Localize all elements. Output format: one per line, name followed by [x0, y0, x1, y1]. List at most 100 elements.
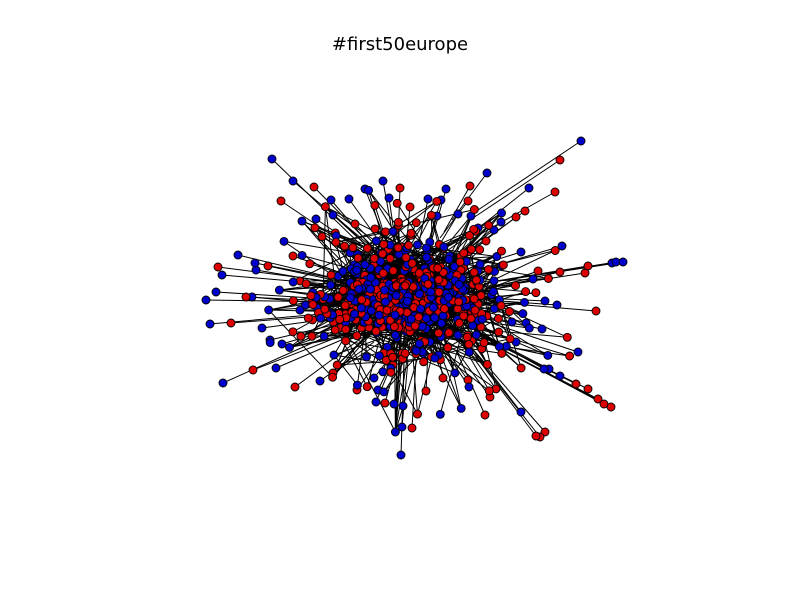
graph-edge	[335, 209, 475, 243]
graph-node-blue	[438, 311, 448, 321]
graph-node-blue	[371, 236, 381, 246]
graph-node-red	[550, 187, 560, 197]
graph-node-red	[444, 328, 454, 338]
graph-edge	[340, 327, 396, 433]
graph-node-blue	[311, 214, 321, 224]
graph-node-blue	[537, 324, 547, 334]
graph-node-red	[340, 301, 350, 310]
graph-node-red	[310, 223, 320, 233]
graph-node-red	[407, 258, 417, 268]
graph-node-red	[393, 243, 403, 253]
graph-node-red	[414, 268, 424, 278]
graph-node-blue	[379, 387, 389, 397]
graph-node-red	[443, 343, 453, 353]
graph-node-blue	[543, 350, 553, 360]
graph-edge	[217, 266, 351, 285]
graph-node-blue	[329, 350, 339, 360]
graph-node-red	[370, 224, 380, 234]
graph-node-blue	[285, 342, 294, 352]
graph-node-red	[434, 328, 443, 338]
graph-node-red	[381, 227, 391, 237]
graph-node-blue	[444, 254, 454, 264]
graph-node-red	[353, 253, 363, 263]
graph-node-blue	[201, 295, 211, 305]
graph-node-blue	[380, 285, 390, 295]
graph-node-blue	[218, 378, 228, 388]
graph-node-red	[413, 409, 422, 419]
graph-node-red	[493, 314, 503, 323]
graph-node-red	[466, 314, 476, 323]
graph-node-red	[290, 382, 300, 392]
graph-node-red	[288, 296, 298, 306]
graph-node-red	[480, 410, 490, 420]
graph-node-red	[494, 327, 504, 337]
graph-node-red	[410, 321, 420, 331]
graph-node-red	[306, 291, 316, 301]
graph-node-red	[308, 300, 318, 310]
graph-node-red	[432, 196, 442, 206]
graph-node-red	[555, 267, 565, 277]
graph-node-red	[288, 251, 298, 261]
graph-node-blue	[217, 270, 227, 280]
graph-node-red	[550, 246, 560, 255]
graph-node-red	[362, 382, 372, 392]
graph-edge	[439, 200, 469, 239]
graph-node-blue	[390, 310, 400, 320]
graph-node-blue	[328, 210, 338, 220]
graph-node-red	[606, 402, 616, 412]
graph-title: #first50europe	[331, 34, 469, 55]
graph-node-blue	[414, 289, 424, 299]
graph-edge	[339, 318, 423, 353]
graph-edge	[333, 354, 358, 386]
graph-node-red	[505, 307, 514, 316]
graph-node-blue	[488, 287, 498, 296]
graph-node-red	[455, 257, 465, 267]
graph-node-blue	[411, 346, 421, 356]
graph-node-red	[340, 241, 349, 251]
graph-node-blue	[388, 227, 398, 236]
graph-node-blue	[352, 380, 362, 390]
graph-node-red	[395, 183, 405, 193]
graph-node-blue	[297, 216, 307, 226]
graph-node-red	[386, 367, 396, 377]
graph-node-red	[531, 288, 541, 298]
graph-node-blue	[354, 284, 364, 294]
graph-node-red	[328, 372, 338, 382]
graph-node-blue	[576, 136, 586, 146]
graph-node-red	[335, 314, 345, 324]
graph-node-blue	[389, 399, 399, 409]
graph-node-blue	[516, 247, 526, 257]
graph-node-red	[438, 373, 448, 383]
graph-node-red	[593, 394, 603, 404]
graph-node-red	[405, 202, 415, 212]
graph-node-red	[463, 196, 473, 206]
graph-node-blue	[439, 242, 449, 252]
graph-node-red	[580, 268, 590, 278]
graph-node-red	[341, 336, 351, 346]
graph-edge	[271, 158, 363, 247]
graph-node-red	[303, 313, 313, 323]
graph-node-blue	[398, 401, 408, 411]
graph-node-red	[498, 260, 508, 270]
graph-node-red	[555, 155, 565, 165]
graph-node-red	[331, 237, 341, 247]
graph-node-blue	[366, 284, 375, 294]
graph-node-blue	[507, 317, 517, 327]
graph-node-red	[481, 236, 491, 246]
graph-node-red	[434, 275, 444, 285]
graph-node-blue	[371, 397, 381, 407]
graph-node-red	[511, 212, 521, 222]
graph-node-red	[583, 384, 593, 394]
graph-node-blue	[338, 266, 348, 276]
graph-node-blue	[441, 184, 451, 194]
graph-node-blue	[205, 319, 215, 329]
graph-node-blue	[454, 280, 464, 289]
graph-node-blue	[319, 331, 329, 341]
graph-node-blue	[366, 272, 376, 282]
graph-node-blue	[555, 371, 565, 381]
graph-node-red	[301, 279, 311, 289]
graph-node-red	[317, 232, 327, 242]
graph-node-red	[213, 262, 223, 272]
graph-node-blue	[430, 353, 440, 363]
